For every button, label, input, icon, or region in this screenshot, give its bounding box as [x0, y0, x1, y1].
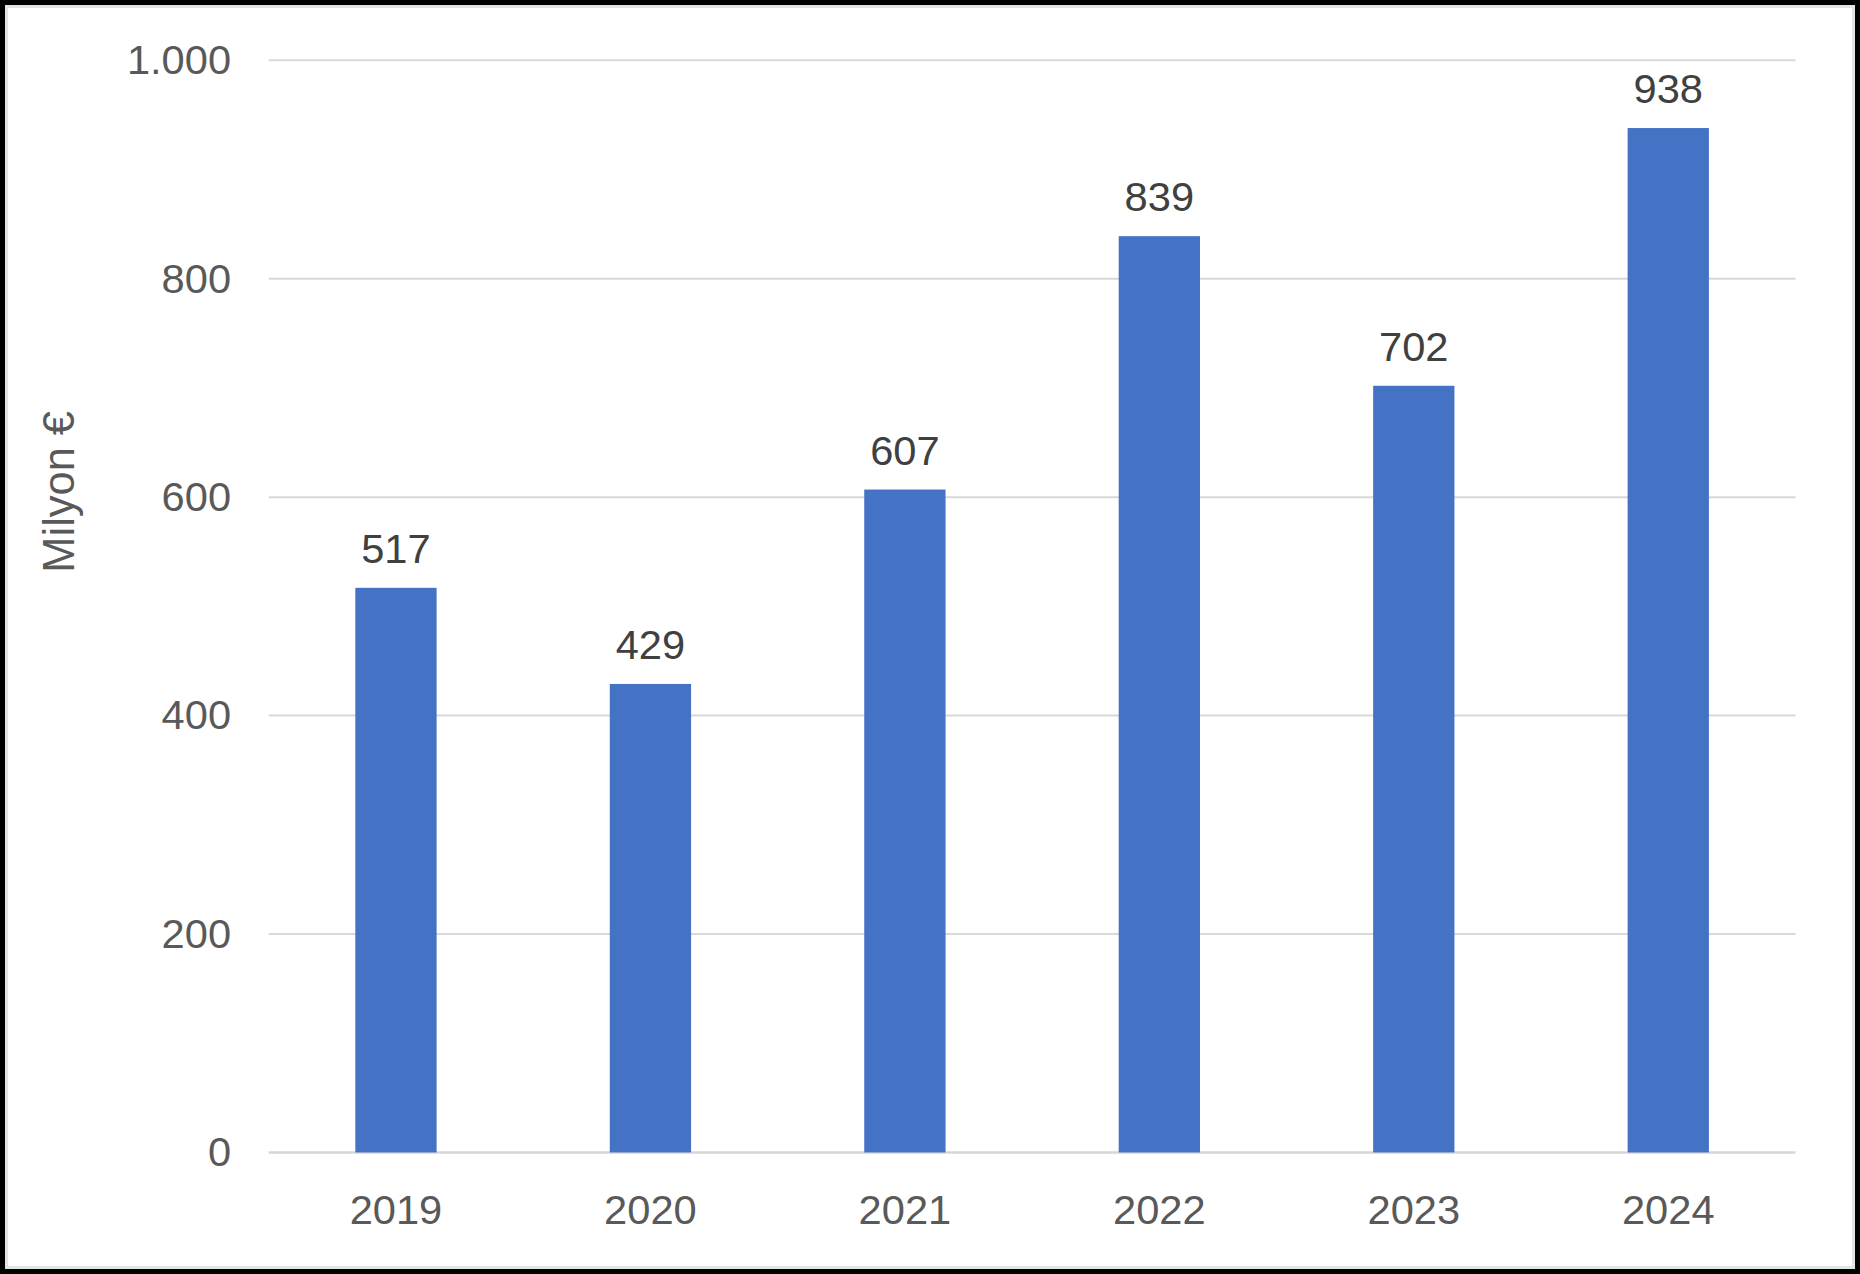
x-axis-tick-labels: 2019 2020 2021 2022 2023 2024	[350, 1186, 1715, 1233]
x-tick-label-2020: 2020	[604, 1186, 697, 1233]
y-tick-label-1.000: 1.000	[127, 36, 231, 83]
y-axis-tick-labels: 0 200 400 600 800 1.000	[127, 36, 231, 1175]
y-tick-label-800: 800	[162, 255, 231, 302]
bar-2024	[1628, 128, 1709, 1152]
y-tick-label-600: 600	[162, 473, 231, 520]
bar-value-label-2024: 938	[1634, 65, 1703, 112]
bar-value-label-2019: 517	[361, 525, 430, 572]
bar-value-label-2023: 702	[1379, 323, 1448, 370]
bar-2020	[610, 684, 691, 1153]
y-tick-label-400: 400	[162, 692, 231, 739]
bar-2019	[355, 588, 436, 1153]
bar-chart: 0 200 400 600 800 1.000 Milyon € 517 429 607 839…	[8, 8, 1852, 1266]
x-tick-label-2021: 2021	[859, 1186, 952, 1233]
y-tick-label-200: 200	[162, 910, 231, 957]
bar-series	[355, 128, 1709, 1152]
bar-2022	[1119, 236, 1200, 1152]
x-tick-label-2024: 2024	[1622, 1186, 1715, 1233]
x-tick-label-2019: 2019	[350, 1186, 443, 1233]
y-axis-title: Milyon €	[35, 411, 83, 573]
data-labels: 517 429 607 839 702 938	[361, 65, 1703, 668]
gridlines	[269, 60, 1796, 1152]
bar-2023	[1373, 386, 1454, 1153]
y-tick-label-0: 0	[208, 1128, 231, 1175]
bar-2021	[864, 490, 945, 1153]
bar-value-label-2022: 839	[1125, 174, 1194, 221]
x-tick-label-2022: 2022	[1113, 1186, 1206, 1233]
bar-value-label-2020: 429	[616, 621, 685, 668]
chart-canvas: 0 200 400 600 800 1.000 Milyon € 517 429 607 839…	[5, 5, 1855, 1269]
x-tick-label-2023: 2023	[1367, 1186, 1460, 1233]
bar-value-label-2021: 607	[870, 427, 939, 474]
chart-frame: 0 200 400 600 800 1.000 Milyon € 517 429 607 839…	[0, 0, 1860, 1274]
